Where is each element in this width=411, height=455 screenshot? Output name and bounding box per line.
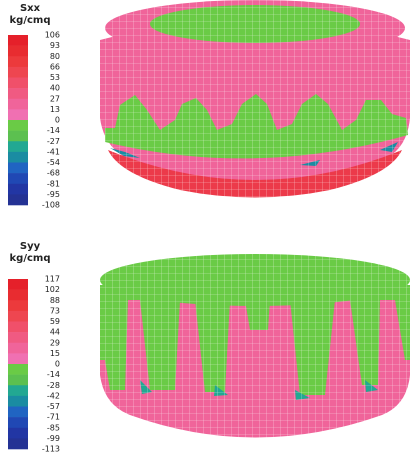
color-band (8, 353, 28, 364)
color-band (8, 311, 28, 322)
legend-label: 0 (55, 116, 60, 125)
legend-label: 102 (45, 285, 60, 294)
legend-label: -54 (47, 158, 60, 167)
color-band (8, 184, 28, 195)
legend-label: 73 (50, 306, 60, 315)
figure: Sxxkg/cmq106938066534027130-14-27-41-54-… (0, 0, 411, 455)
legend-label: 59 (50, 317, 60, 326)
legend-title: Sxx (20, 3, 41, 14)
color-band (8, 46, 28, 57)
legend-label: -57 (47, 402, 60, 411)
legend-unit: kg/cmq (10, 15, 51, 26)
legend-label: 117 (45, 275, 60, 284)
legend-label: -28 (47, 381, 60, 390)
legend-label: 66 (50, 62, 60, 71)
legend-unit: kg/cmq (10, 253, 51, 264)
legend-label: -14 (47, 370, 60, 379)
legend-label: 27 (50, 94, 60, 103)
legend-label: -85 (47, 423, 60, 432)
color-band (8, 375, 28, 386)
legend-label: -68 (47, 169, 60, 178)
legend-label: -71 (47, 413, 60, 422)
legend-label: 93 (50, 41, 60, 50)
model-syy (98, 250, 411, 455)
legend-label: -81 (47, 179, 60, 188)
color-band (8, 279, 28, 290)
color-band (8, 109, 28, 120)
color-band (8, 385, 28, 396)
color-band (8, 88, 28, 99)
color-band (8, 131, 28, 142)
legend-label: -27 (47, 137, 60, 146)
color-band (8, 120, 28, 131)
legend-label: -95 (47, 190, 60, 199)
color-band (8, 428, 28, 439)
color-band (8, 407, 28, 418)
legend-title: Syy (20, 241, 41, 252)
legends: Sxxkg/cmq106938066534027130-14-27-41-54-… (8, 3, 60, 454)
color-band (8, 438, 28, 449)
legend-label: 88 (50, 296, 60, 305)
legend-label: 13 (50, 105, 60, 114)
color-band (8, 364, 28, 375)
legend-label: 15 (50, 349, 60, 358)
color-band (8, 322, 28, 333)
legend-label: 106 (45, 31, 60, 40)
color-band (8, 67, 28, 78)
color-band (8, 173, 28, 184)
color-band (8, 78, 28, 89)
color-band (8, 332, 28, 343)
color-band (8, 35, 28, 46)
legend-label: -99 (47, 434, 60, 443)
color-band (8, 343, 28, 354)
legend-label: -42 (47, 391, 60, 400)
color-band (8, 141, 28, 152)
legend-label: 53 (50, 73, 60, 82)
color-band (8, 290, 28, 301)
legend-label: 44 (50, 328, 60, 337)
color-band (8, 163, 28, 174)
color-band (8, 152, 28, 163)
model-sxx (98, 0, 411, 205)
legend-label: 0 (55, 360, 60, 369)
color-band (8, 56, 28, 67)
color-band (8, 300, 28, 311)
legend-label: 40 (50, 84, 60, 93)
legend-label: -14 (47, 126, 60, 135)
legend-label: -113 (42, 445, 60, 454)
color-band (8, 396, 28, 407)
legend-label: 29 (50, 338, 60, 347)
color-band (8, 417, 28, 428)
legend-label: 80 (50, 52, 60, 61)
color-band (8, 194, 28, 205)
color-band (8, 99, 28, 110)
legend-label: -108 (42, 201, 60, 210)
legend-label: -41 (47, 147, 60, 156)
